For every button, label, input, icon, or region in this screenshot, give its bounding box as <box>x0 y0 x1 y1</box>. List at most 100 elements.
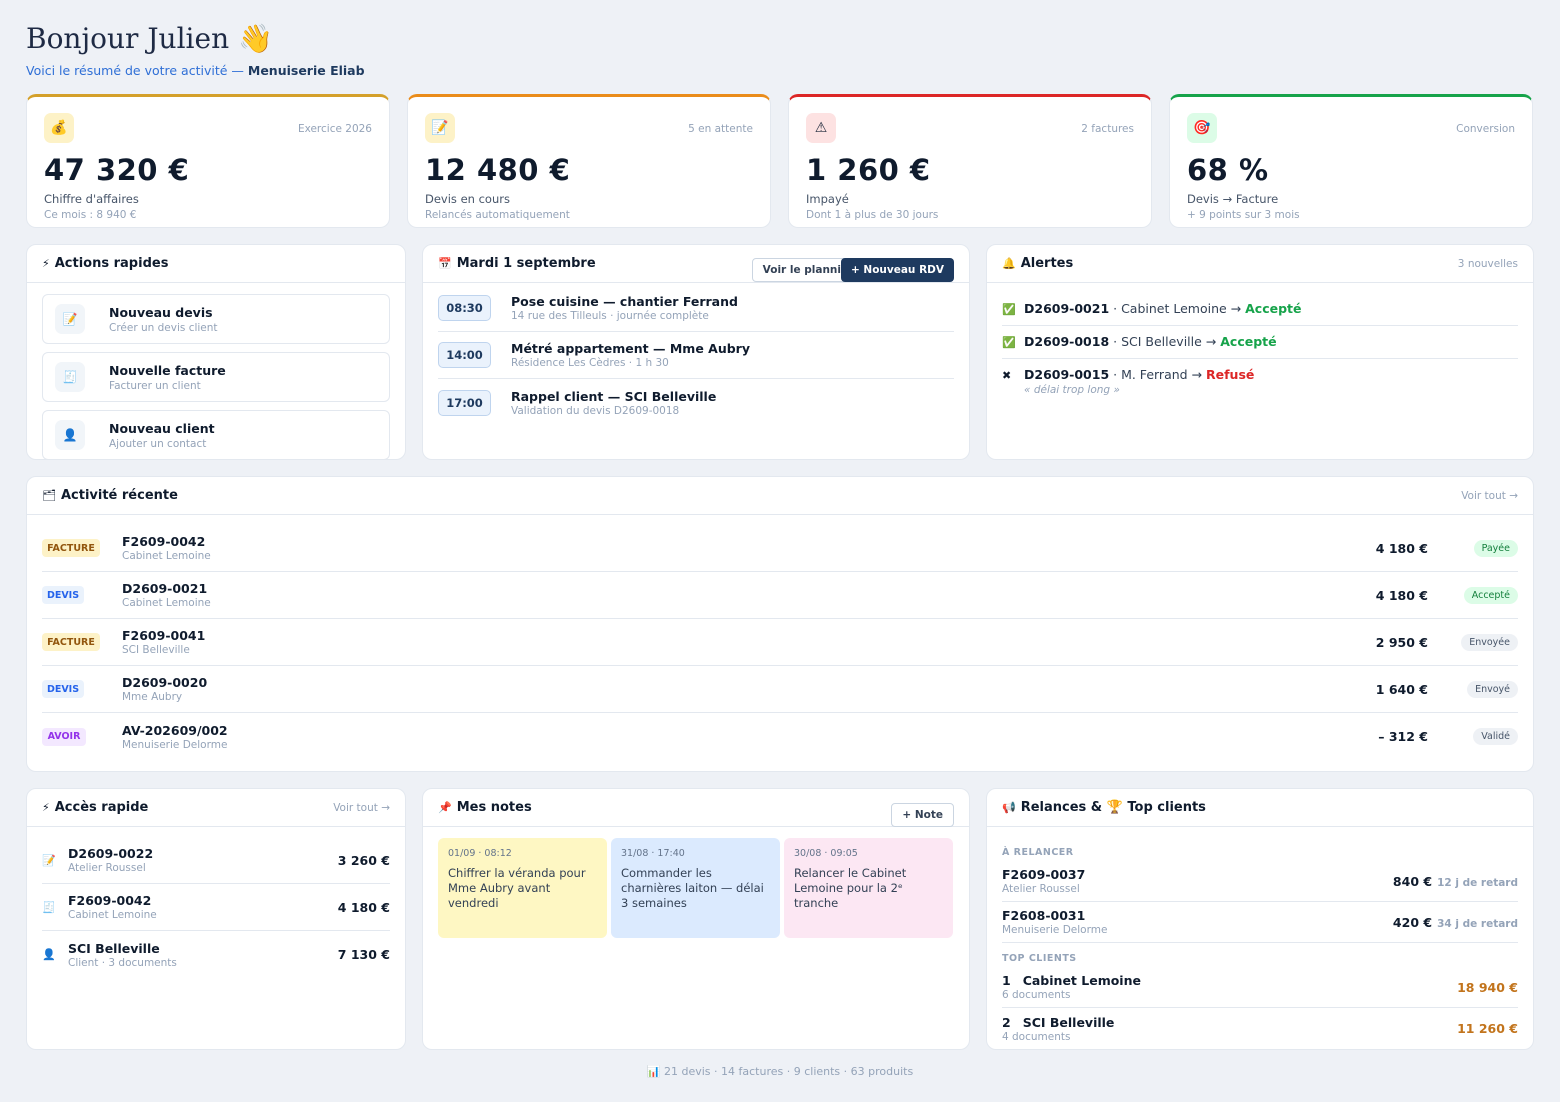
event-time: 08:30 <box>438 295 491 321</box>
doc-client: Menuiserie Delorme <box>122 738 228 751</box>
megaphone-icon: 📢 <box>1002 801 1016 814</box>
quick-action-subtitle: Ajouter un contact <box>109 437 207 450</box>
kpi-label: Devis en cours <box>425 192 510 206</box>
item-title: D2609-0022 <box>68 846 154 861</box>
agenda-event[interactable]: 17:00 Rappel client — SCI Belleville Valid… <box>438 379 954 426</box>
new-rdv-button[interactable]: + Nouveau RDV <box>840 258 954 282</box>
sticky-note[interactable]: 31/08 · 17:40 Commander les charnières la… <box>611 838 780 938</box>
note-text: Chiffrer la véranda pour Mme Aubry avant… <box>448 866 586 910</box>
top-client-row[interactable]: 2 SCI Belleville 4 documents 11 260 € <box>1002 1008 1518 1049</box>
event-title: Pose cuisine — chantier Ferrand <box>511 294 738 309</box>
top-client-row[interactable]: 1 Cabinet Lemoine 6 documents 18 940 € <box>1002 967 1518 1008</box>
activity-row[interactable]: AVOIR AV-202609/002 Menuiserie Delorme – 31… <box>42 713 1518 760</box>
alert-item[interactable]: ✅ D2609-0018 · SCI Belleville → Accepté <box>1002 326 1518 359</box>
see-all-link[interactable]: Voir tout → <box>1461 489 1518 502</box>
activity-row[interactable]: FACTURE F2609-0041 SCI Belleville 2 950 € En… <box>42 619 1518 666</box>
reminder-amount: 420 € <box>1392 914 1433 930</box>
item-subtitle: Cabinet Lemoine <box>68 909 157 921</box>
activity-row[interactable]: DEVIS D2609-0021 Cabinet Lemoine 4 180 € Acc… <box>42 572 1518 619</box>
kpi-value: 47 320 € <box>44 153 190 187</box>
kpi-card: 💰 Exercice 2026 47 320 € Chiffre d'affaires… <box>26 94 390 228</box>
client-docs: 6 documents <box>1002 989 1071 1001</box>
activity-panel: 🗂 Activité récente Voir tout → FACTURE F260… <box>26 476 1534 772</box>
reminder-row[interactable]: F2608-0031 Menuiserie Delorme 420 € 34 j de… <box>1002 902 1518 943</box>
calendar-icon: 📅 <box>438 257 452 270</box>
activity-row[interactable]: FACTURE F2609-0042 Cabinet Lemoine 4 180 € P… <box>42 525 1518 572</box>
page-title: Bonjour Julien 👋 <box>26 22 273 55</box>
doc-type-badge: DEVIS <box>42 586 84 604</box>
client-docs: 4 documents <box>1002 1030 1071 1043</box>
client-amount: 11 260 € <box>1457 1021 1518 1036</box>
client-name: Cabinet Lemoine <box>1022 973 1141 988</box>
kpi-meta: Conversion <box>1456 123 1515 135</box>
doc-type-badge: DEVIS <box>42 680 84 698</box>
quick-actions-panel: ⚡ Actions rapides 📝 Nouveau devis Créer un … <box>26 244 406 460</box>
doc-ref: AV-202609/002 <box>122 722 228 738</box>
alert-text: D2609-0021 · Cabinet Lemoine → Accepté <box>1024 301 1302 316</box>
kpi-detail: Relancés automatiquement <box>425 209 570 221</box>
client-amount: 18 940 € <box>1457 979 1518 995</box>
doc-client: Mme Aubry <box>122 691 183 703</box>
folder-icon: 🗂 <box>42 489 56 502</box>
receipt-icon: 🧾 <box>42 900 56 914</box>
user-icon: 👤 <box>42 948 56 961</box>
reminder-client: Menuiserie Delorme <box>1002 924 1108 936</box>
notes-panel: 📌 Mes notes + Note 01/09 · 08:12 Chiffrer … <box>422 788 970 1050</box>
sticky-note[interactable]: 01/09 · 08:12 Chiffrer la véranda pour Mm… <box>438 838 607 938</box>
kpi-label: Devis → Facture <box>1187 192 1279 206</box>
doc-ref: F2609-0041 <box>122 628 206 643</box>
quick-access-item[interactable]: 🧾 F2609-0042 Cabinet Lemoine 4 180 € <box>42 884 390 931</box>
alert-status: Refusé <box>1206 367 1255 382</box>
status-badge: Payée <box>1473 539 1518 557</box>
check-icon: ✅ <box>1002 303 1016 316</box>
doc-amount: 4 180 € <box>1375 587 1428 603</box>
client-name: SCI Belleville <box>1022 1014 1115 1030</box>
alerts-panel: 🔔 Alertes 3 nouvelles ✅ D2609-0021 · Cabine… <box>986 244 1534 460</box>
quick-action-item[interactable]: 📝 Nouveau devis Créer un devis client <box>42 294 390 344</box>
kpi-card: 🎯 Conversion 68 % Devis → Facture + 9 points… <box>1169 94 1533 228</box>
alerts-count: 3 nouvelles <box>1457 257 1518 270</box>
agenda-event[interactable]: 14:00 Métré appartement — Mme Aubry Réside… <box>438 332 954 379</box>
panel-title: Mardi 1 septembre <box>456 256 596 271</box>
receipt-icon: 🧾 <box>55 362 85 392</box>
client-rank: 2 <box>1002 1014 1011 1030</box>
relances-panel: 📢 Relances & 🏆 Top clients À RELANCER F26… <box>986 788 1534 1050</box>
activity-row[interactable]: DEVIS D2609-0020 Mme Aubry 1 640 € Envoyé <box>42 666 1518 713</box>
event-time: 17:00 <box>438 389 491 416</box>
lightning-icon: ⚡ <box>42 801 50 814</box>
event-title: Rappel client — SCI Belleville <box>511 388 717 404</box>
event-subtitle: 14 rue des Tilleuls · journée complète <box>511 310 709 322</box>
panel-title: Mes notes <box>456 800 532 815</box>
reminder-late: 12 j de retard <box>1437 876 1518 889</box>
see-all-link[interactable]: Voir tout → <box>333 801 390 814</box>
sticky-note[interactable]: 30/08 · 09:05 Relancer le Cabinet Lemoine… <box>784 838 953 938</box>
memo-icon: 📝 <box>42 853 56 867</box>
alert-ref: D2609-0021 <box>1024 301 1110 316</box>
quick-action-item[interactable]: 🧾 Nouvelle facture Facturer un client <box>42 352 390 402</box>
status-badge: Envoyée <box>1461 633 1518 651</box>
doc-type-badge: AVOIR <box>42 727 86 746</box>
agenda-panel: 📅 Mardi 1 septembre Voir le planning + No… <box>422 244 970 460</box>
quick-action-title: Nouveau client <box>109 420 215 436</box>
alert-item[interactable]: ✅ D2609-0021 · Cabinet Lemoine → Accepté <box>1002 293 1518 326</box>
agenda-event[interactable]: 08:30 Pose cuisine — chantier Ferrand 14 r… <box>438 285 954 332</box>
doc-amount: 2 950 € <box>1375 634 1428 650</box>
doc-amount: 1 640 € <box>1375 681 1428 697</box>
alert-item[interactable]: ✖ D2609-0015 · M. Ferrand → Refusé « délai… <box>1002 359 1518 405</box>
reminder-row[interactable]: F2609-0037 Atelier Roussel 840 € 12 j de re… <box>1002 861 1518 902</box>
company-name: Menuiserie Eliab <box>247 63 365 78</box>
alert-ref: D2609-0015 <box>1024 367 1110 382</box>
quick-access-item[interactable]: 👤 SCI Belleville Client · 3 documents 7 130… <box>42 931 390 978</box>
item-title: SCI Belleville <box>68 940 160 956</box>
add-note-button[interactable]: + Note <box>891 803 954 827</box>
quick-action-item[interactable]: 👤 Nouveau client Ajouter un contact <box>42 410 390 459</box>
kpi-card: ⚠ 2 factures 1 260 € Impayé Dont 1 à plus de… <box>788 94 1152 228</box>
item-subtitle: Client · 3 documents <box>68 956 177 969</box>
quick-access-item[interactable]: 📝 D2609-0022 Atelier Roussel 3 260 € <box>42 837 390 884</box>
note-date: 30/08 · 09:05 <box>794 848 858 859</box>
panel-title: Actions rapides <box>54 256 169 271</box>
alert-status: Accepté <box>1245 301 1302 316</box>
alert-ref: D2609-0018 <box>1024 334 1110 349</box>
alert-client: · M. Ferrand → <box>1109 367 1207 382</box>
status-badge: Accepté <box>1463 586 1518 604</box>
